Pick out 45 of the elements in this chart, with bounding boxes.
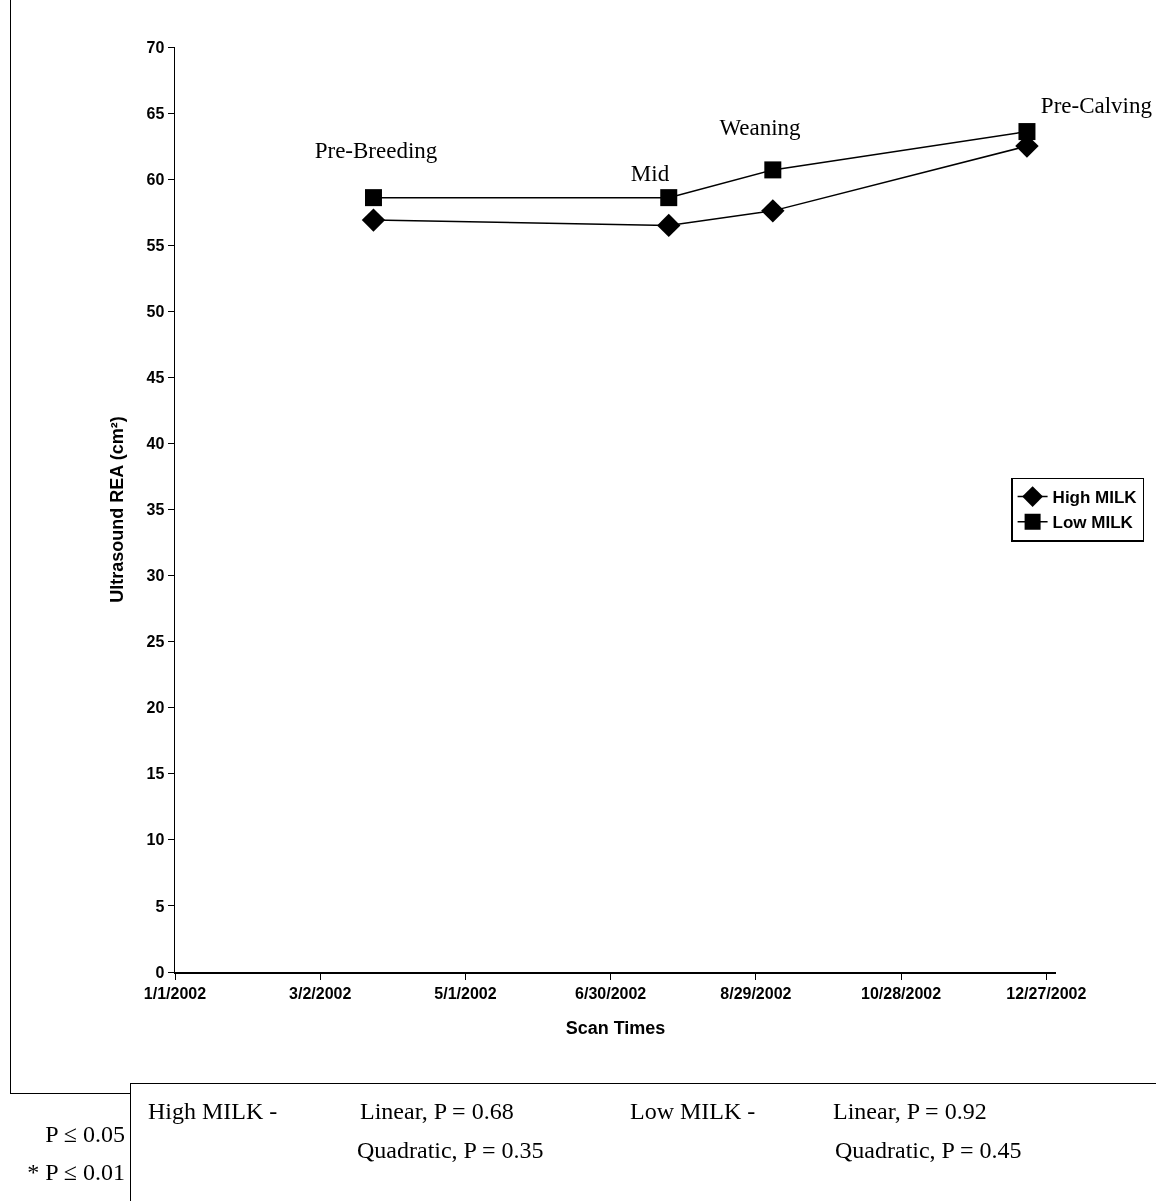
text: * P ≤ 0.01 [27,1159,125,1185]
point [364,189,382,207]
x-tick-label: 5/1/2002 [434,984,497,1002]
y-tick-label: 5 [155,897,165,915]
y-tick-label: 0 [155,963,165,981]
y-tick-label: 65 [146,104,165,122]
y-tick-label: 35 [146,501,165,519]
x-tick-label: 6/30/2002 [575,984,647,1002]
text: Linear, P = 0.68 [360,1098,514,1124]
point [764,161,782,179]
point [361,208,386,232]
y-tick-label: 15 [146,765,165,783]
point [1018,123,1036,141]
y-tick-label: 50 [146,302,165,320]
x-tick-label: 3/2/2002 [289,984,352,1002]
text: Linear, P = 0.92 [833,1098,987,1124]
annotation: Mid [630,161,670,186]
y-tick-label: 45 [146,368,165,386]
y-tick-label: 25 [146,633,165,651]
text: Quadratic, P = 0.35 [357,1137,544,1163]
x-tick-label: 8/29/2002 [720,984,792,1002]
text: P ≤ 0.05 [45,1121,125,1147]
legend-label: Low MILK [1052,513,1134,533]
y-tick-label: 70 [146,38,165,56]
y-axis-title: Ultrasound REA (cm²) [106,416,127,603]
point [660,189,678,207]
x-tick-label: 1/1/2002 [143,984,207,1002]
x-tick-label: 12/27/2002 [1006,984,1087,1002]
text: Quadratic, P = 0.45 [835,1137,1022,1163]
point [761,199,785,223]
y-tick-label: 30 [146,567,165,585]
x-tick-label: 10/28/2002 [861,984,942,1002]
text: High MILK - [148,1098,278,1124]
annotation: Pre-Calving [1040,93,1152,118]
y-tick-label: 40 [146,435,165,453]
y-tick-label: 20 [146,699,165,717]
x-axis-title: Scan Times [565,1017,666,1038]
annotation: Pre-Breeding [314,138,438,163]
text: Low MILK - [630,1098,756,1124]
legend-label: High MILK [1052,488,1138,508]
point [657,213,681,238]
y-tick-label: 10 [146,831,165,849]
annotation: Weaning [719,115,801,140]
y-tick-label: 60 [146,170,165,188]
y-tick-label: 55 [146,236,165,254]
